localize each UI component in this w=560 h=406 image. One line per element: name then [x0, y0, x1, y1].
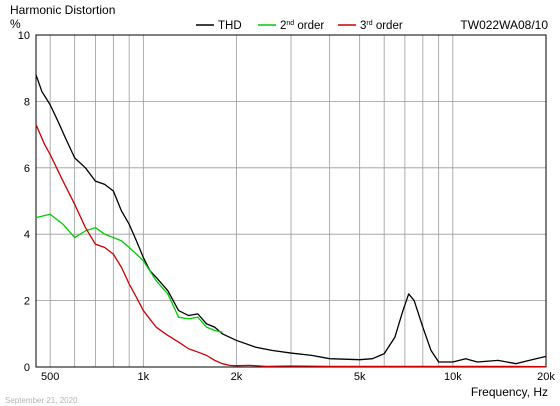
legend-label: 3rd order [360, 20, 403, 32]
series-layer [35, 74, 547, 368]
y-tick-label: 2 [24, 296, 30, 308]
date-stamp: September 21, 2020 [5, 396, 78, 405]
y-tick-label: 8 [24, 96, 30, 108]
x-tick-label: 5k [354, 371, 366, 383]
legend-label: 2nd order [280, 20, 324, 32]
y-tick-label: 0 [24, 362, 30, 374]
grid [36, 35, 546, 367]
legend-label: THD [218, 20, 242, 32]
x-tick-label: 2k [231, 371, 243, 383]
x-tick-label: 10k [444, 371, 462, 383]
model-label: TW022WA08/10 [460, 18, 548, 32]
y-tick-label: 6 [24, 163, 30, 175]
series-line-1 [35, 74, 547, 365]
x-tick-labels: 500 1k 2k 5k 10k 20k [41, 371, 555, 383]
y-tick-labels: 0 2 4 6 8 10 [18, 30, 30, 374]
x-tick-label: 1k [138, 371, 150, 383]
x-axis-label: Frequency, Hz [471, 385, 548, 399]
chart-title: Harmonic Distortion [10, 3, 115, 17]
legend: THD 2nd order 3rd order [196, 20, 403, 32]
y-axis-label: % [10, 17, 21, 31]
series-line-3 [35, 124, 547, 368]
x-tick-label: 20k [537, 371, 555, 383]
y-tick-label: 4 [24, 229, 30, 241]
plot-frame [35, 34, 547, 368]
series-line-2 [35, 213, 223, 333]
x-tick-label: 500 [41, 371, 59, 383]
y-tick-label: 10 [18, 30, 30, 42]
